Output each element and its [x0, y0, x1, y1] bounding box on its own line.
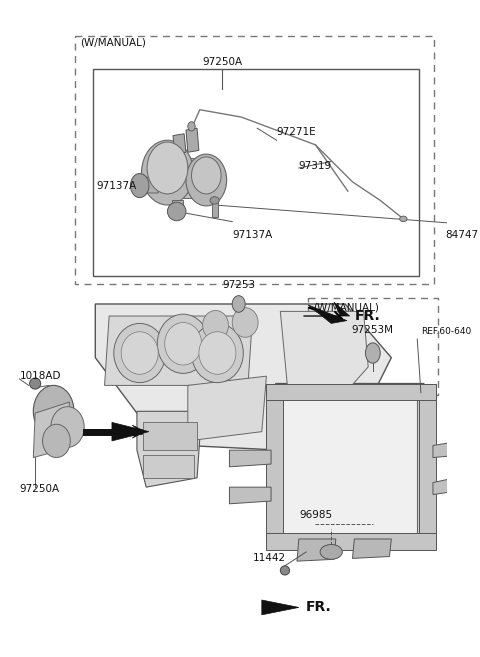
- Ellipse shape: [192, 323, 243, 382]
- Ellipse shape: [192, 157, 221, 194]
- Text: 97319: 97319: [299, 161, 332, 171]
- Ellipse shape: [186, 154, 227, 206]
- Polygon shape: [433, 441, 464, 457]
- Ellipse shape: [232, 307, 258, 337]
- Bar: [144, 422, 197, 450]
- Polygon shape: [186, 128, 199, 152]
- Ellipse shape: [147, 142, 188, 194]
- Text: FR.: FR.: [354, 309, 380, 323]
- Ellipse shape: [365, 343, 380, 363]
- Polygon shape: [142, 177, 158, 193]
- Text: 97137A: 97137A: [96, 181, 137, 191]
- Polygon shape: [280, 311, 368, 409]
- Text: 97250A: 97250A: [19, 484, 60, 494]
- Text: (W/MANUAL): (W/MANUAL): [313, 302, 380, 312]
- Polygon shape: [303, 302, 350, 316]
- Bar: [266, 384, 436, 400]
- Ellipse shape: [131, 173, 149, 198]
- Ellipse shape: [165, 323, 202, 365]
- Text: 97271E: 97271E: [276, 127, 316, 137]
- Ellipse shape: [400, 216, 407, 221]
- Text: 97253: 97253: [222, 280, 255, 290]
- Polygon shape: [276, 384, 428, 543]
- Text: 1018AD: 1018AD: [19, 371, 61, 381]
- Polygon shape: [112, 422, 149, 441]
- Ellipse shape: [188, 122, 195, 131]
- Text: 97253M: 97253M: [352, 325, 394, 335]
- Ellipse shape: [157, 314, 209, 373]
- Polygon shape: [229, 450, 271, 467]
- Bar: [172, 200, 183, 214]
- Ellipse shape: [168, 202, 186, 221]
- Bar: [280, 399, 417, 536]
- Polygon shape: [188, 376, 266, 441]
- Bar: [212, 200, 218, 217]
- Ellipse shape: [51, 407, 84, 447]
- Text: 97250A: 97250A: [202, 57, 242, 67]
- Text: FR.: FR.: [306, 600, 332, 614]
- Bar: [266, 533, 436, 550]
- Ellipse shape: [142, 140, 193, 205]
- Bar: [94, 69, 419, 276]
- Bar: [308, 298, 438, 395]
- Polygon shape: [137, 411, 202, 487]
- Text: (W/MANUAL): (W/MANUAL): [81, 37, 146, 47]
- Ellipse shape: [320, 545, 342, 559]
- Ellipse shape: [43, 424, 70, 457]
- Ellipse shape: [33, 386, 74, 437]
- Bar: [266, 384, 283, 545]
- Ellipse shape: [114, 323, 166, 382]
- Polygon shape: [158, 154, 218, 198]
- Polygon shape: [96, 304, 391, 450]
- Polygon shape: [229, 487, 271, 504]
- Polygon shape: [352, 539, 391, 558]
- Text: 84747: 84747: [445, 230, 478, 240]
- Ellipse shape: [199, 332, 236, 374]
- Text: 96985: 96985: [299, 510, 332, 520]
- Text: REF.60-640: REF.60-640: [421, 327, 471, 336]
- Text: 97137A: 97137A: [232, 230, 273, 240]
- Polygon shape: [262, 600, 299, 615]
- Ellipse shape: [30, 378, 41, 389]
- Ellipse shape: [121, 332, 158, 374]
- Polygon shape: [433, 476, 465, 495]
- Ellipse shape: [280, 566, 289, 575]
- Polygon shape: [173, 134, 186, 154]
- Bar: [75, 35, 434, 284]
- Polygon shape: [297, 539, 336, 561]
- Ellipse shape: [210, 196, 219, 204]
- Ellipse shape: [232, 296, 245, 312]
- Polygon shape: [84, 425, 145, 438]
- Polygon shape: [308, 305, 347, 323]
- Polygon shape: [33, 402, 70, 457]
- Ellipse shape: [203, 311, 228, 340]
- Text: 11442: 11442: [252, 553, 286, 563]
- Bar: [419, 384, 436, 545]
- Bar: [144, 455, 194, 478]
- Polygon shape: [105, 316, 252, 386]
